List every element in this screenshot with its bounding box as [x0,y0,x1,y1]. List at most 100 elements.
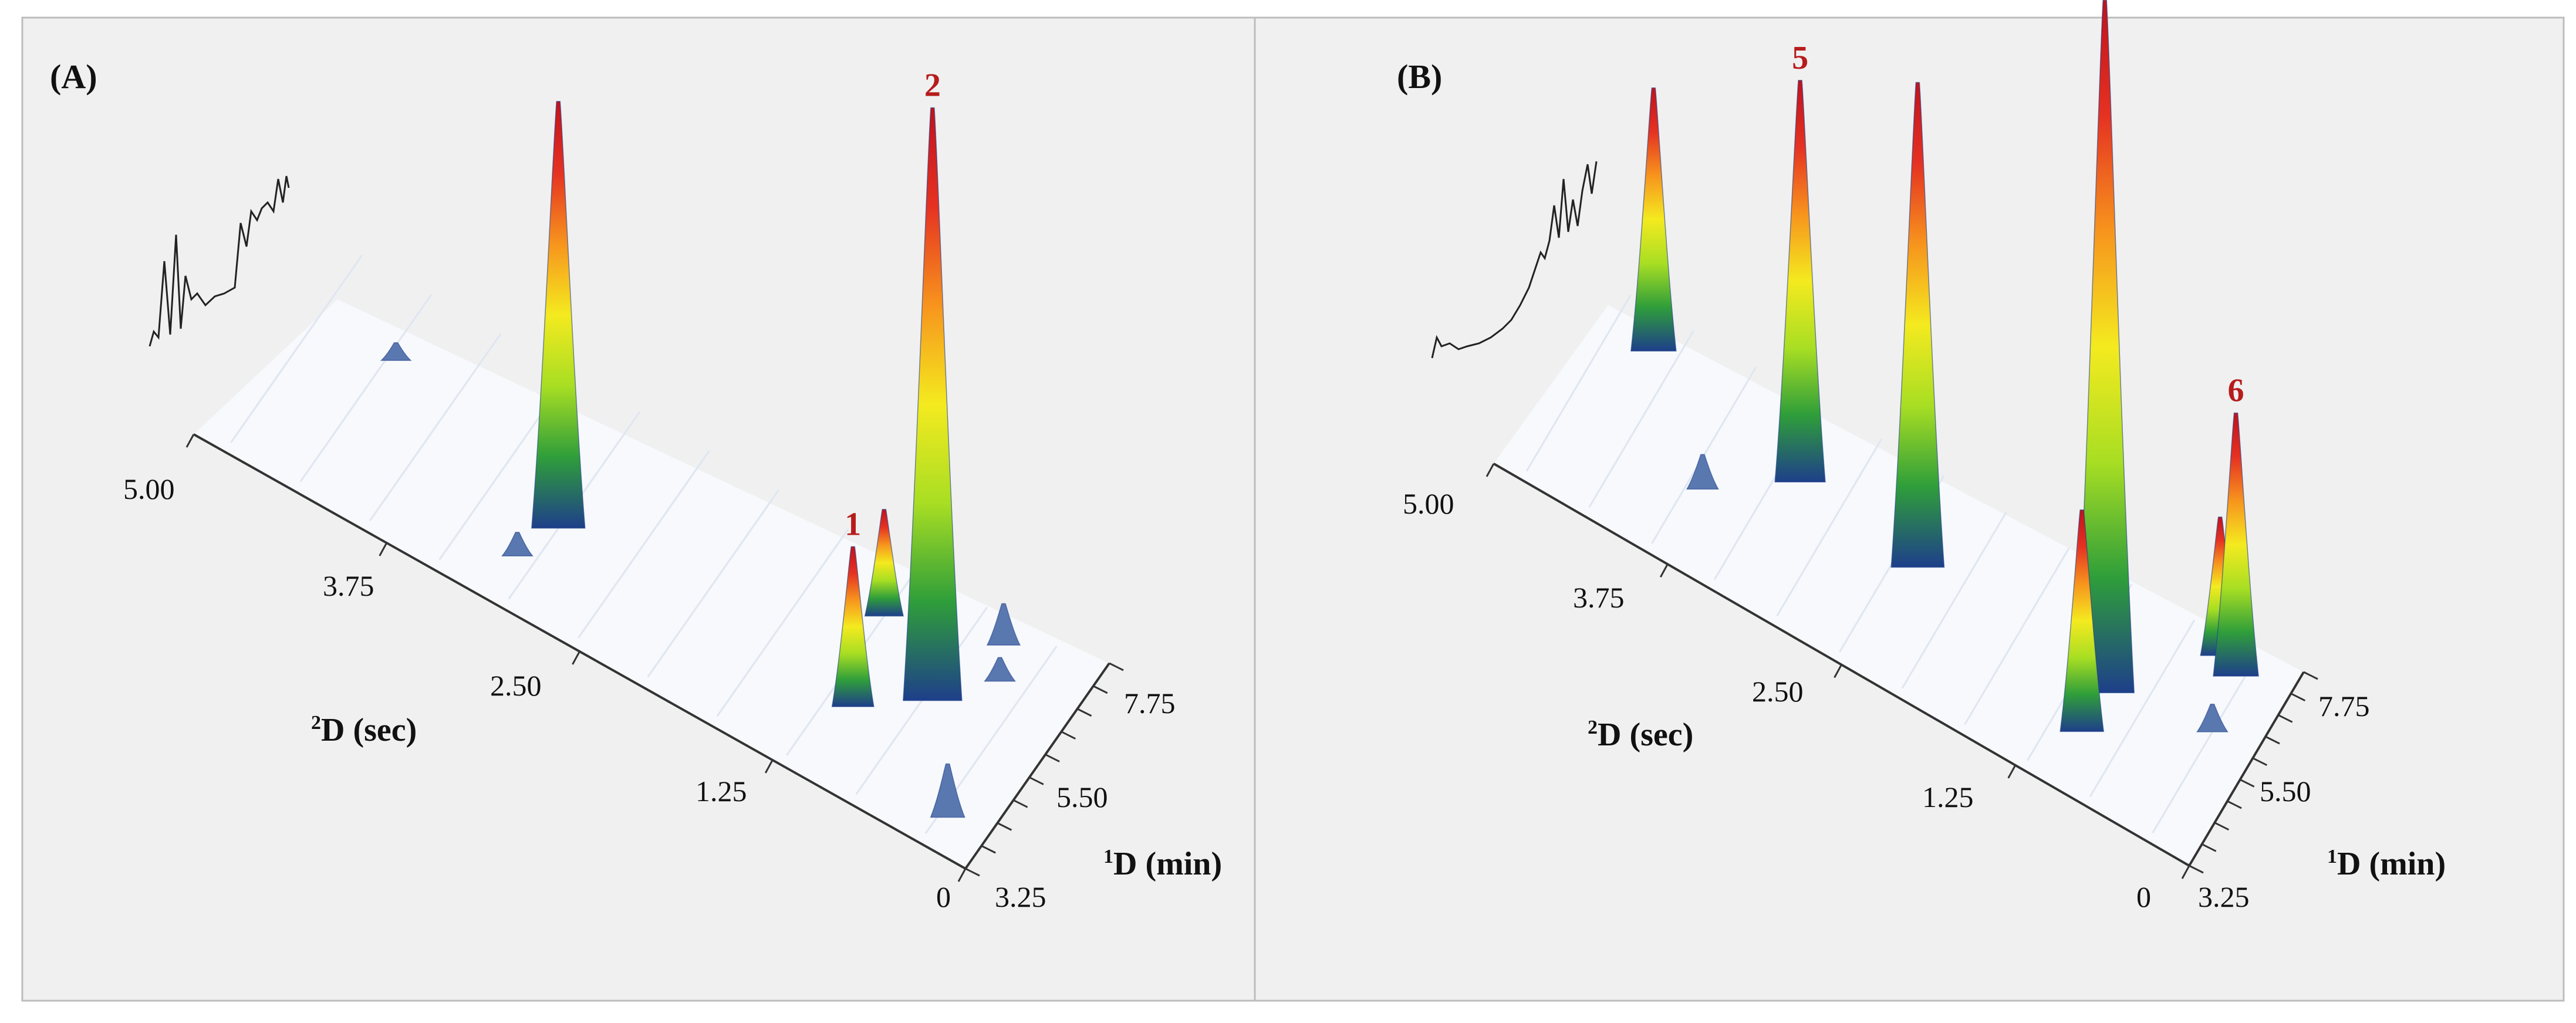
peak-b-0 [1630,87,1677,352]
y-tick-mark [2277,714,2293,723]
y-tick-mark [1109,662,1124,671]
floor-streak [1525,294,1632,472]
panel-b-y-axis-title: 1D (min) [2327,846,2446,882]
peak-label-5: 5 [1792,40,1808,76]
peak-b-6 [2213,412,2259,677]
x-tick-mark [379,542,388,556]
panel-b-y-axis-line [2188,671,2305,867]
peak-a-1 [864,509,904,617]
panel-b-y-axis-title-text: D (min) [2337,846,2446,882]
panel-b-label: (B) [1397,58,1442,96]
panel-a: (A) 21 5.00 3.75 2.50 1.25 0 3.25 5.50 7… [21,16,1256,1002]
peak-b-7 [2196,703,2229,732]
y-tick-mark [2290,693,2306,702]
peak-a-3 [903,107,963,701]
floor-streak [369,333,502,522]
panel-b-tic-trace [1431,161,1598,359]
y-tick-mark [2239,778,2255,788]
panel-a-x-tick-1.25: 1.25 [696,775,747,808]
floor-streak [716,528,849,717]
panel-a-x-tick-0: 0 [936,880,951,913]
panel-a-y-axis-line [964,662,1110,870]
panel-b-x-axis-title-sup: 2 [1588,717,1598,738]
panel-b-peaks: 564 [1630,0,2259,732]
y-tick-mark [1029,776,1044,785]
y-tick-mark [1045,754,1060,762]
y-tick-mark [1061,731,1076,740]
peak-a-7 [380,342,412,361]
y-tick-mark [2265,735,2280,745]
panel-a-y-axis-title: 1D (min) [1103,846,1222,882]
panel-a-tic-trace [148,175,290,347]
panel-a-y-tick-3.25: 3.25 [995,880,1046,913]
y-tick-mark [2189,865,2204,874]
x-tick-mark [1659,563,1669,578]
x-tick-mark [764,759,774,774]
floor-streak [1776,438,1882,617]
panel-b-y-tick-7.75: 7.75 [2318,690,2370,722]
y-tick-mark [2303,671,2318,680]
panel-b-x-tick-3.75: 3.75 [1573,581,1625,614]
panel-b-y-tick-marks [2189,671,2318,874]
panel-b-y-tick-3.25: 3.25 [2198,880,2250,913]
peak-label-2: 2 [924,67,941,104]
panel-a-y-tick-5.50: 5.50 [1056,781,1108,813]
x-tick-mark [2007,765,2017,779]
panel-a-x-tick-5.00: 5.00 [123,472,175,505]
panel-b-x-tick-2.50: 2.50 [1752,675,1804,708]
floor-streak [647,489,780,678]
y-tick-mark [1012,799,1028,808]
x-tick-mark [2181,865,2190,879]
y-tick-mark [1076,708,1092,717]
panel-b: (B) 564 5.00 3.75 2.50 1.25 0 3.25 5.50 … [1254,0,2565,1002]
panel-a-x-axis-title-text: D (sec) [321,712,417,748]
panel-b-x-tick-5.00: 5.00 [1403,487,1454,520]
peak-label-6: 6 [2228,373,2244,409]
panel-a-x-tick-3.75: 3.75 [323,569,374,602]
y-tick-mark [2252,757,2268,767]
peak-a-2 [831,546,875,707]
panel-a-peaks: 21 [380,67,1021,818]
panel-a-y-tick-marks [965,662,1124,877]
peak-a-6 [983,657,1017,682]
panel-b-x-axis-title-text: D (sec) [1598,717,1693,753]
floor-streak [578,450,710,639]
x-tick-mark [957,868,967,882]
peak-a-5 [986,603,1021,646]
floor-streak [299,293,433,482]
y-tick-mark [2227,800,2242,809]
x-tick-mark [1834,664,1842,678]
floor-streak [2152,656,2258,833]
floor-streak [1901,511,2007,689]
y-tick-mark [997,822,1012,831]
floor-streak [1588,330,1694,508]
peak-b-2 [1890,82,1945,568]
floor-streak [1964,547,2070,725]
panel-a-x-tick-marks [185,434,967,882]
panel-b-x-tick-marks [1485,463,2190,879]
y-tick-mark [1093,685,1108,694]
panel-a-floor [194,299,1109,869]
panel-a-label: (A) [50,58,97,96]
panel-a-x-axis-title-sup: 2 [311,712,321,734]
peak-b-8 [1686,454,1719,490]
x-tick-mark [572,651,580,665]
panel-b-x-tick-0: 0 [2136,880,2151,913]
y-tick-mark [981,845,996,854]
y-tick-mark [2201,843,2217,852]
x-tick-mark [1485,463,1495,477]
panel-b-x-tick-1.25: 1.25 [1922,781,1974,813]
panel-a-y-axis-title-text: D (min) [1113,846,1222,882]
peak-b-3 [2075,0,2135,694]
panel-b-y-axis-title-sup: 1 [2327,846,2337,867]
y-tick-mark [2214,822,2230,831]
y-tick-mark [965,867,980,877]
peak-label-1: 1 [845,506,861,542]
floor-streak [2089,620,2195,798]
panel-a-x-axis-title: 2D (sec) [311,712,417,748]
x-tick-mark [185,434,195,448]
floor-streak [230,255,363,443]
peak-a-8 [501,532,534,557]
panel-a-x-tick-2.50: 2.50 [490,669,542,702]
